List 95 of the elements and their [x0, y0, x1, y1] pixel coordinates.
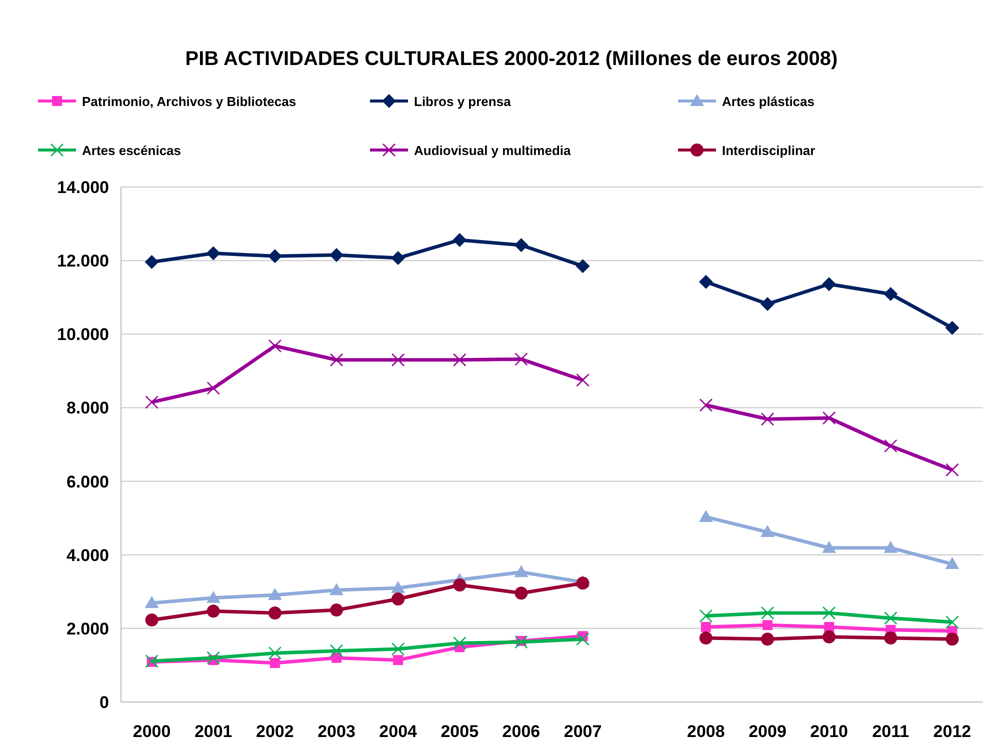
point: [206, 651, 220, 665]
x-tick-label: 2001: [194, 722, 232, 741]
point: [576, 576, 590, 590]
x-tick-label: 2004: [379, 722, 418, 741]
point: [945, 320, 960, 335]
point: [946, 632, 959, 646]
point: [330, 604, 343, 617]
point: [760, 525, 774, 538]
point: [824, 622, 834, 632]
point: [391, 580, 406, 593]
point: [330, 248, 344, 262]
point: [268, 249, 282, 264]
y-tick-label: 0: [100, 693, 109, 712]
point: [268, 606, 282, 620]
point: [884, 439, 898, 453]
point: [391, 250, 406, 265]
x-tick-label: 2008: [687, 722, 725, 741]
point: [576, 373, 590, 387]
y-tick-label: 10.000: [57, 325, 109, 344]
point: [330, 583, 344, 596]
point: [822, 411, 836, 425]
point: [514, 352, 528, 366]
point: [884, 287, 898, 302]
point: [393, 655, 404, 666]
x-tick-label: 2007: [564, 722, 602, 741]
point: [452, 353, 466, 367]
point: [822, 606, 836, 620]
point: [392, 592, 405, 606]
point: [268, 588, 282, 600]
y-tick-label: 8.000: [66, 398, 109, 418]
point: [330, 353, 344, 367]
legend-label: Artes escénicas: [82, 143, 182, 158]
chart-title: PIB ACTIVIDADES CULTURALES 2000-2012 (Millones de euros 2008): [185, 48, 838, 70]
x-tick-label: 2010: [810, 722, 848, 741]
point: [206, 246, 220, 260]
point: [822, 540, 836, 553]
legend-label: Audiovisual y multimedia: [414, 143, 572, 158]
point: [945, 557, 960, 570]
x-tick-label: 2012: [933, 722, 972, 741]
y-tick-label: 6.000: [66, 472, 109, 492]
point: [391, 353, 405, 367]
point: [822, 630, 836, 644]
point: [452, 232, 467, 247]
point: [946, 616, 959, 629]
point: [760, 606, 774, 620]
point: [268, 339, 282, 353]
point: [206, 604, 220, 618]
x-tick-label: 2006: [502, 722, 540, 741]
point: [144, 255, 159, 270]
point: [330, 644, 344, 658]
point: [884, 631, 898, 644]
point: [452, 636, 466, 650]
y-tick-label: 2.000: [66, 619, 109, 638]
point: [761, 632, 774, 646]
legend-label: Libros y prensa: [414, 94, 512, 109]
point: [514, 635, 528, 649]
y-tick-label: 4.000: [66, 546, 109, 565]
point: [514, 238, 528, 252]
point: [144, 596, 159, 608]
point: [946, 463, 959, 477]
point: [762, 620, 772, 630]
point: [699, 398, 713, 412]
x-tick-label: 2011: [872, 722, 910, 741]
point: [699, 609, 713, 623]
x-tick-label: 2000: [132, 722, 171, 741]
legend-label: Interdisciplinar: [722, 143, 816, 158]
y-tick-label: 12.000: [57, 252, 109, 271]
point: [700, 622, 711, 632]
point: [698, 510, 713, 522]
point: [268, 646, 282, 660]
x-tick-label: 2005: [440, 722, 479, 741]
point: [884, 611, 898, 625]
point: [698, 274, 713, 289]
legend-label: Artes plásticas: [722, 94, 814, 109]
point: [576, 632, 590, 646]
point: [514, 565, 528, 578]
x-tick-label: 2009: [748, 722, 786, 741]
point: [576, 259, 590, 274]
point: [699, 631, 712, 644]
point: [391, 642, 405, 656]
point: [822, 277, 836, 292]
point: [206, 382, 220, 395]
x-tick-label: 2002: [256, 722, 294, 741]
point: [760, 296, 774, 311]
point: [145, 613, 158, 626]
point: [270, 658, 280, 668]
point: [760, 412, 774, 426]
point: [145, 396, 158, 409]
point: [514, 586, 528, 600]
y-tick-label: 14.000: [57, 178, 109, 197]
x-tick-label: 2003: [318, 722, 356, 741]
legend-label: Patrimonio, Archivos y Bibliotecas: [82, 94, 296, 109]
point: [206, 590, 220, 603]
point: [884, 540, 898, 553]
point: [453, 578, 466, 592]
